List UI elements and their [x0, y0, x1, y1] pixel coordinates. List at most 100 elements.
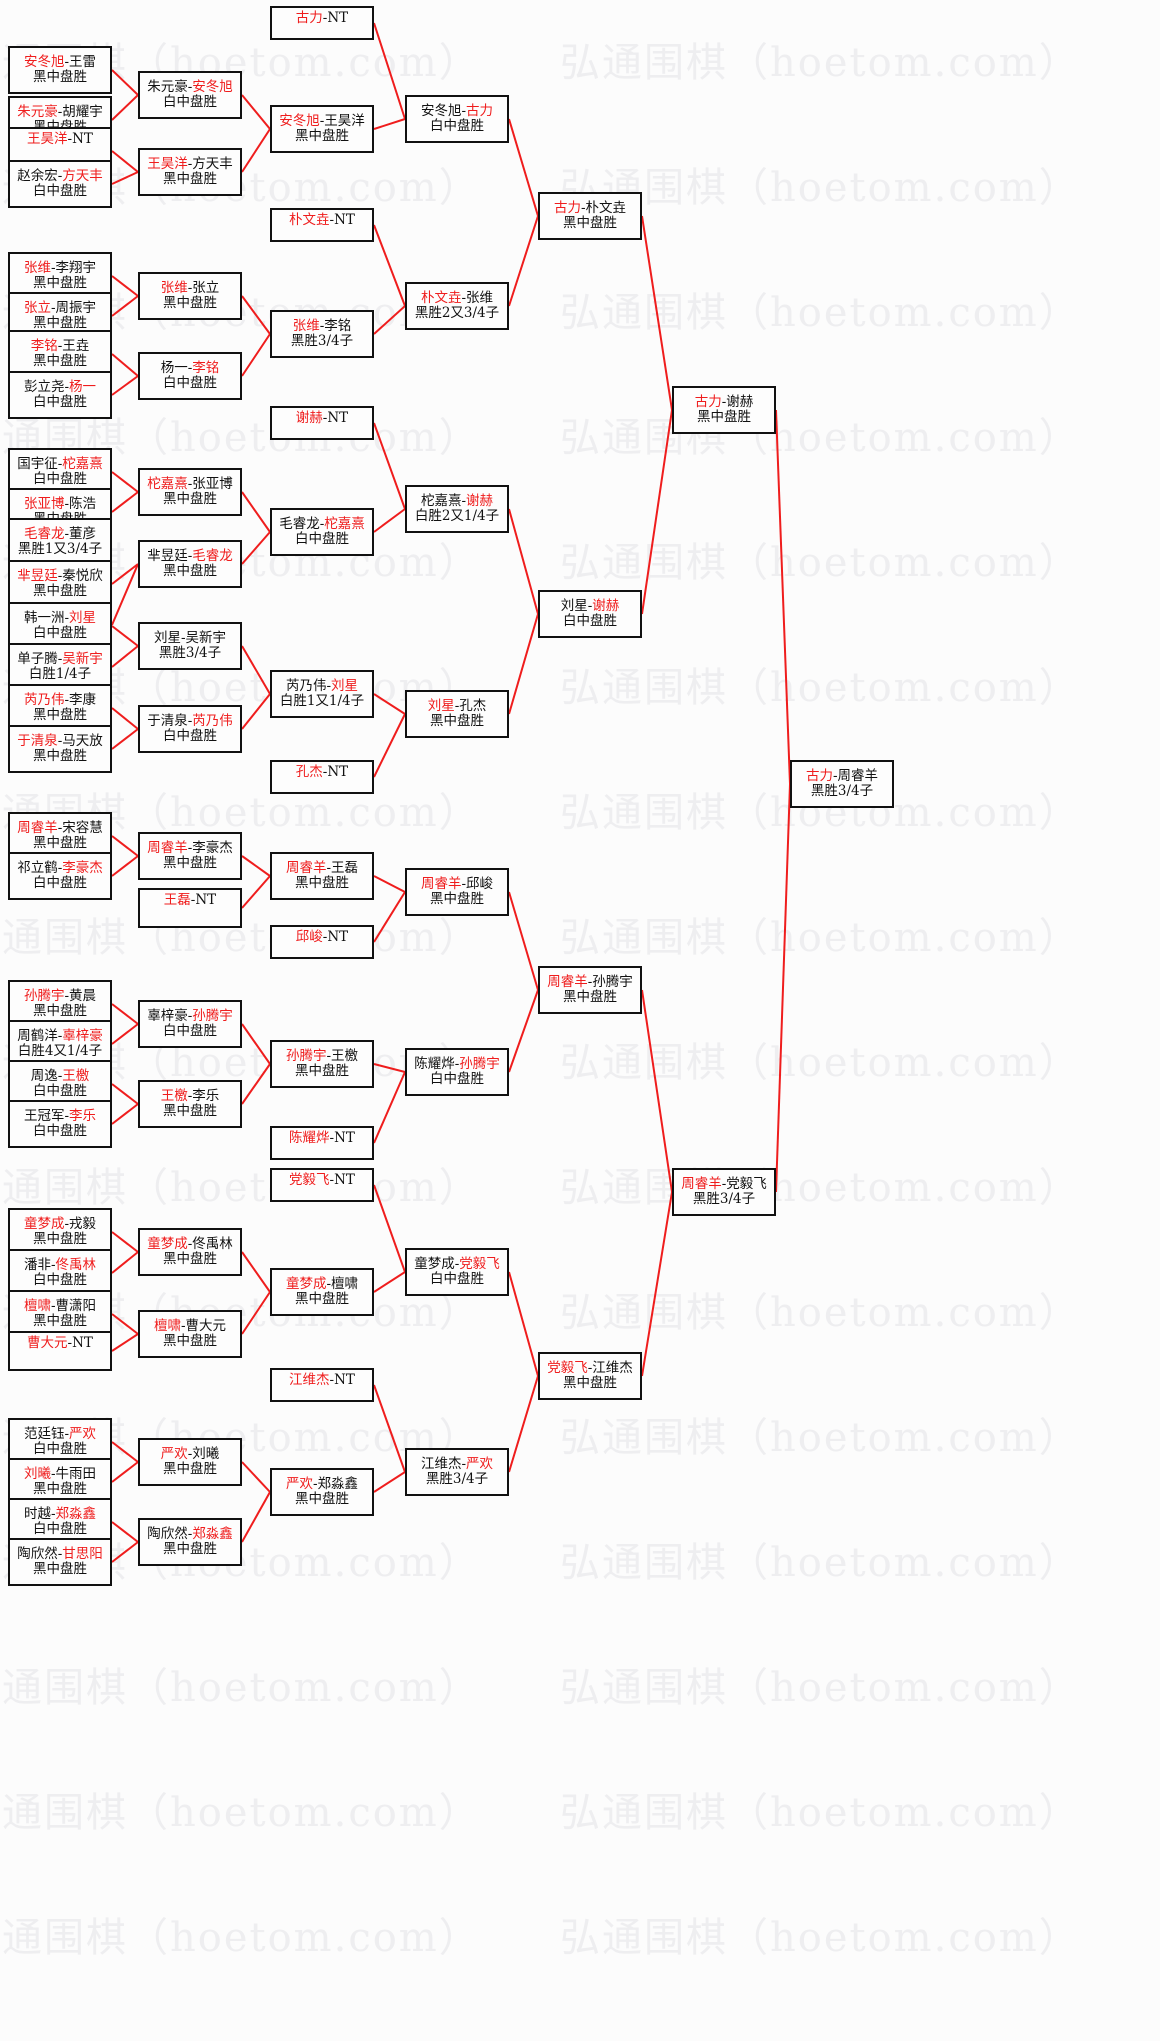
match-players: 刘星-谢赫	[561, 598, 620, 614]
match-node[interactable]: 辜梓豪-孙腾宇 白中盘胜	[138, 1000, 242, 1048]
match-node[interactable]: 童梦成-檀啸 黑中盘胜	[270, 1268, 374, 1316]
match-node[interactable]: 严欢-郑淼鑫 黑中盘胜	[270, 1468, 374, 1516]
match-node[interactable]: 刘星-谢赫 白中盘胜	[538, 590, 642, 638]
match-node[interactable]: 曹大元-NT	[8, 1331, 112, 1371]
match-node[interactable]: 檀啸-曹大元 黑中盘胜	[138, 1310, 242, 1358]
match-node[interactable]: 柁嘉熹-张亚博 黑中盘胜	[138, 468, 242, 516]
match-node[interactable]: 孔杰-NT	[270, 760, 374, 794]
bracket-link	[373, 713, 406, 778]
match-node[interactable]: 赵余宏-方天丰 白中盘胜	[8, 160, 112, 208]
match-node[interactable]: 芈昱廷-毛睿龙 黑中盘胜	[138, 540, 242, 588]
match-node[interactable]: 党毅飞-江维杰 黑中盘胜	[538, 1352, 642, 1400]
player-separator: -	[67, 1335, 73, 1351]
bracket-link	[641, 1191, 673, 1377]
match-node[interactable]: 于清泉-芮乃伟 白中盘胜	[138, 705, 242, 753]
match-node[interactable]: 周睿羊-党毅飞 黑胜3/4子	[672, 1168, 776, 1216]
match-players: 王昊洋-NT	[27, 131, 93, 147]
match-players: 安冬旭-王昊洋	[279, 112, 365, 129]
match-node[interactable]: 安冬旭-古力 白中盘胜	[405, 95, 509, 143]
bracket-link	[508, 1375, 539, 1473]
match-node[interactable]: 王冠军-李乐 白中盘胜	[8, 1100, 112, 1148]
match-node[interactable]: 李铭-王垚 黑中盘胜	[8, 330, 112, 378]
match-result: 黑中盘胜	[295, 1063, 349, 1079]
bracket-link	[775, 783, 791, 1193]
match-node[interactable]: 单子腾-吴新宇 白胜1/4子	[8, 643, 112, 691]
player-one: 童梦成	[23, 1215, 65, 1232]
match-node[interactable]: 古力-朴文垚 黑中盘胜	[538, 192, 642, 240]
match-node[interactable]: 陈耀烨-NT	[270, 1126, 374, 1160]
match-players: 王磊-NT	[164, 892, 216, 908]
match-result: 白中盘胜	[33, 1123, 87, 1139]
match-node[interactable]: 江维杰-严欢 黑胜3/4子	[405, 1448, 509, 1496]
match-node[interactable]: 芈昱廷-秦悦欣 黑中盘胜	[8, 560, 112, 608]
player-one: 杨一	[160, 359, 188, 376]
match-node[interactable]: 毛睿龙-柁嘉熹 白中盘胜	[270, 508, 374, 556]
match-node[interactable]: 朱元豪-安冬旭 白中盘胜	[138, 71, 242, 119]
match-node[interactable]: 周睿羊-孙腾宇 黑中盘胜	[538, 966, 642, 1014]
player-two: 柁嘉熹	[324, 515, 365, 532]
match-node[interactable]: 陈耀烨-孙腾宇 白中盘胜	[405, 1048, 509, 1096]
match-result: 黑中盘胜	[163, 1103, 217, 1119]
player-separator: -	[329, 1372, 335, 1388]
player-two: 佟禹林	[55, 1256, 97, 1273]
match-node[interactable]: 柁嘉熹-谢赫 白胜2又1/4子	[405, 485, 509, 533]
match-node[interactable]: 周睿羊-李豪杰 黑中盘胜	[138, 832, 242, 880]
match-node[interactable]: 谢赫-NT	[270, 406, 374, 440]
player-one: 芮乃伟	[285, 677, 327, 694]
match-node[interactable]: 祁立鹤-李豪杰 白中盘胜	[8, 852, 112, 900]
match-node[interactable]: 王檄-李乐 黑中盘胜	[138, 1080, 242, 1128]
player-one: 谢赫	[295, 410, 323, 426]
match-node[interactable]: 童梦成-党毅飞 白中盘胜	[405, 1248, 509, 1296]
match-node[interactable]: 邱峻-NT	[270, 925, 374, 959]
player-two: 芮乃伟	[192, 712, 233, 729]
match-node[interactable]: 毛睿龙-董彦 黑胜1又3/4子	[8, 518, 112, 566]
player-one: 周睿羊	[681, 1175, 722, 1192]
bracket-link	[775, 409, 791, 785]
player-separator: -	[187, 1007, 193, 1024]
match-node[interactable]: 芮乃伟-李康 黑中盘胜	[8, 684, 112, 732]
match-node[interactable]: 孙腾宇-王檄 黑中盘胜	[270, 1040, 374, 1088]
match-node[interactable]: 陶欣然-郑淼鑫 黑中盘胜	[138, 1518, 242, 1566]
match-node[interactable]: 安冬旭-王雷 黑中盘胜	[8, 46, 112, 94]
player-one: 彭立尧	[23, 378, 65, 395]
player-two: 李乐	[69, 1107, 97, 1124]
match-node[interactable]: 朴文垚-NT	[270, 208, 374, 242]
match-result: 黑中盘胜	[563, 215, 617, 231]
match-node[interactable]: 周睿羊-王磊 黑中盘胜	[270, 852, 374, 900]
match-node[interactable]: 童梦成-戎毅 黑中盘胜	[8, 1208, 112, 1256]
match-node[interactable]: 安冬旭-王昊洋 黑中盘胜	[270, 105, 374, 153]
match-node[interactable]: 朴文垚-张维 黑胜2又3/4子	[405, 282, 509, 330]
match-node[interactable]: 于清泉-马天放 黑中盘胜	[8, 725, 112, 773]
player-one: 柁嘉熹	[147, 475, 188, 492]
match-node[interactable]: 严欢-刘曦 黑中盘胜	[138, 1438, 242, 1486]
player-separator: -	[57, 650, 63, 667]
match-node[interactable]: 江维杰-NT	[270, 1368, 374, 1402]
match-node[interactable]: 张维-李铭 黑胜3/4子	[270, 310, 374, 358]
match-node[interactable]: 杨一-李铭 白中盘胜	[138, 352, 242, 400]
match-result: 白中盘胜	[33, 625, 87, 641]
match-players: 周睿羊-李豪杰	[147, 840, 233, 856]
match-node[interactable]: 陶欣然-甘思阳 黑中盘胜	[8, 1538, 112, 1586]
match-node[interactable]: 潘非-佟禹林 白中盘胜	[8, 1249, 112, 1297]
match-players: 毛睿龙-柁嘉熹	[279, 515, 365, 532]
match-node[interactable]: 刘星-吴新宇 黑胜3/4子	[138, 622, 242, 670]
match-node[interactable]: 张维-张立 黑中盘胜	[138, 272, 242, 320]
match-node[interactable]: 芮乃伟-刘星 白胜1又1/4子	[270, 670, 374, 718]
match-node[interactable]: 檀啸-曹潇阳 黑中盘胜	[8, 1290, 112, 1338]
match-node[interactable]: 彭立尧-杨一 白中盘胜	[8, 371, 112, 419]
player-one: 安冬旭	[279, 112, 320, 129]
match-node[interactable]: 古力-周睿羊 黑胜3/4子	[790, 760, 894, 808]
match-node[interactable]: 古力-NT	[270, 6, 374, 40]
match-node[interactable]: 周睿羊-邱峻 黑中盘胜	[405, 868, 509, 916]
player-one: 张亚博	[23, 495, 65, 512]
match-node[interactable]: 王昊洋-方天丰 黑中盘胜	[138, 148, 242, 196]
match-result: 黑中盘胜	[430, 713, 484, 729]
match-node[interactable]: 童梦成-佟禹林 黑中盘胜	[138, 1228, 242, 1276]
match-node[interactable]: 古力-谢赫 黑中盘胜	[672, 386, 776, 434]
player-two: NT	[327, 10, 349, 26]
match-node[interactable]: 王磊-NT	[138, 888, 242, 928]
player-separator: -	[180, 629, 186, 646]
bracket-link	[111, 471, 139, 493]
match-node[interactable]: 刘星-孔杰 黑中盘胜	[405, 690, 509, 738]
match-node[interactable]: 党毅飞-NT	[270, 1168, 374, 1202]
